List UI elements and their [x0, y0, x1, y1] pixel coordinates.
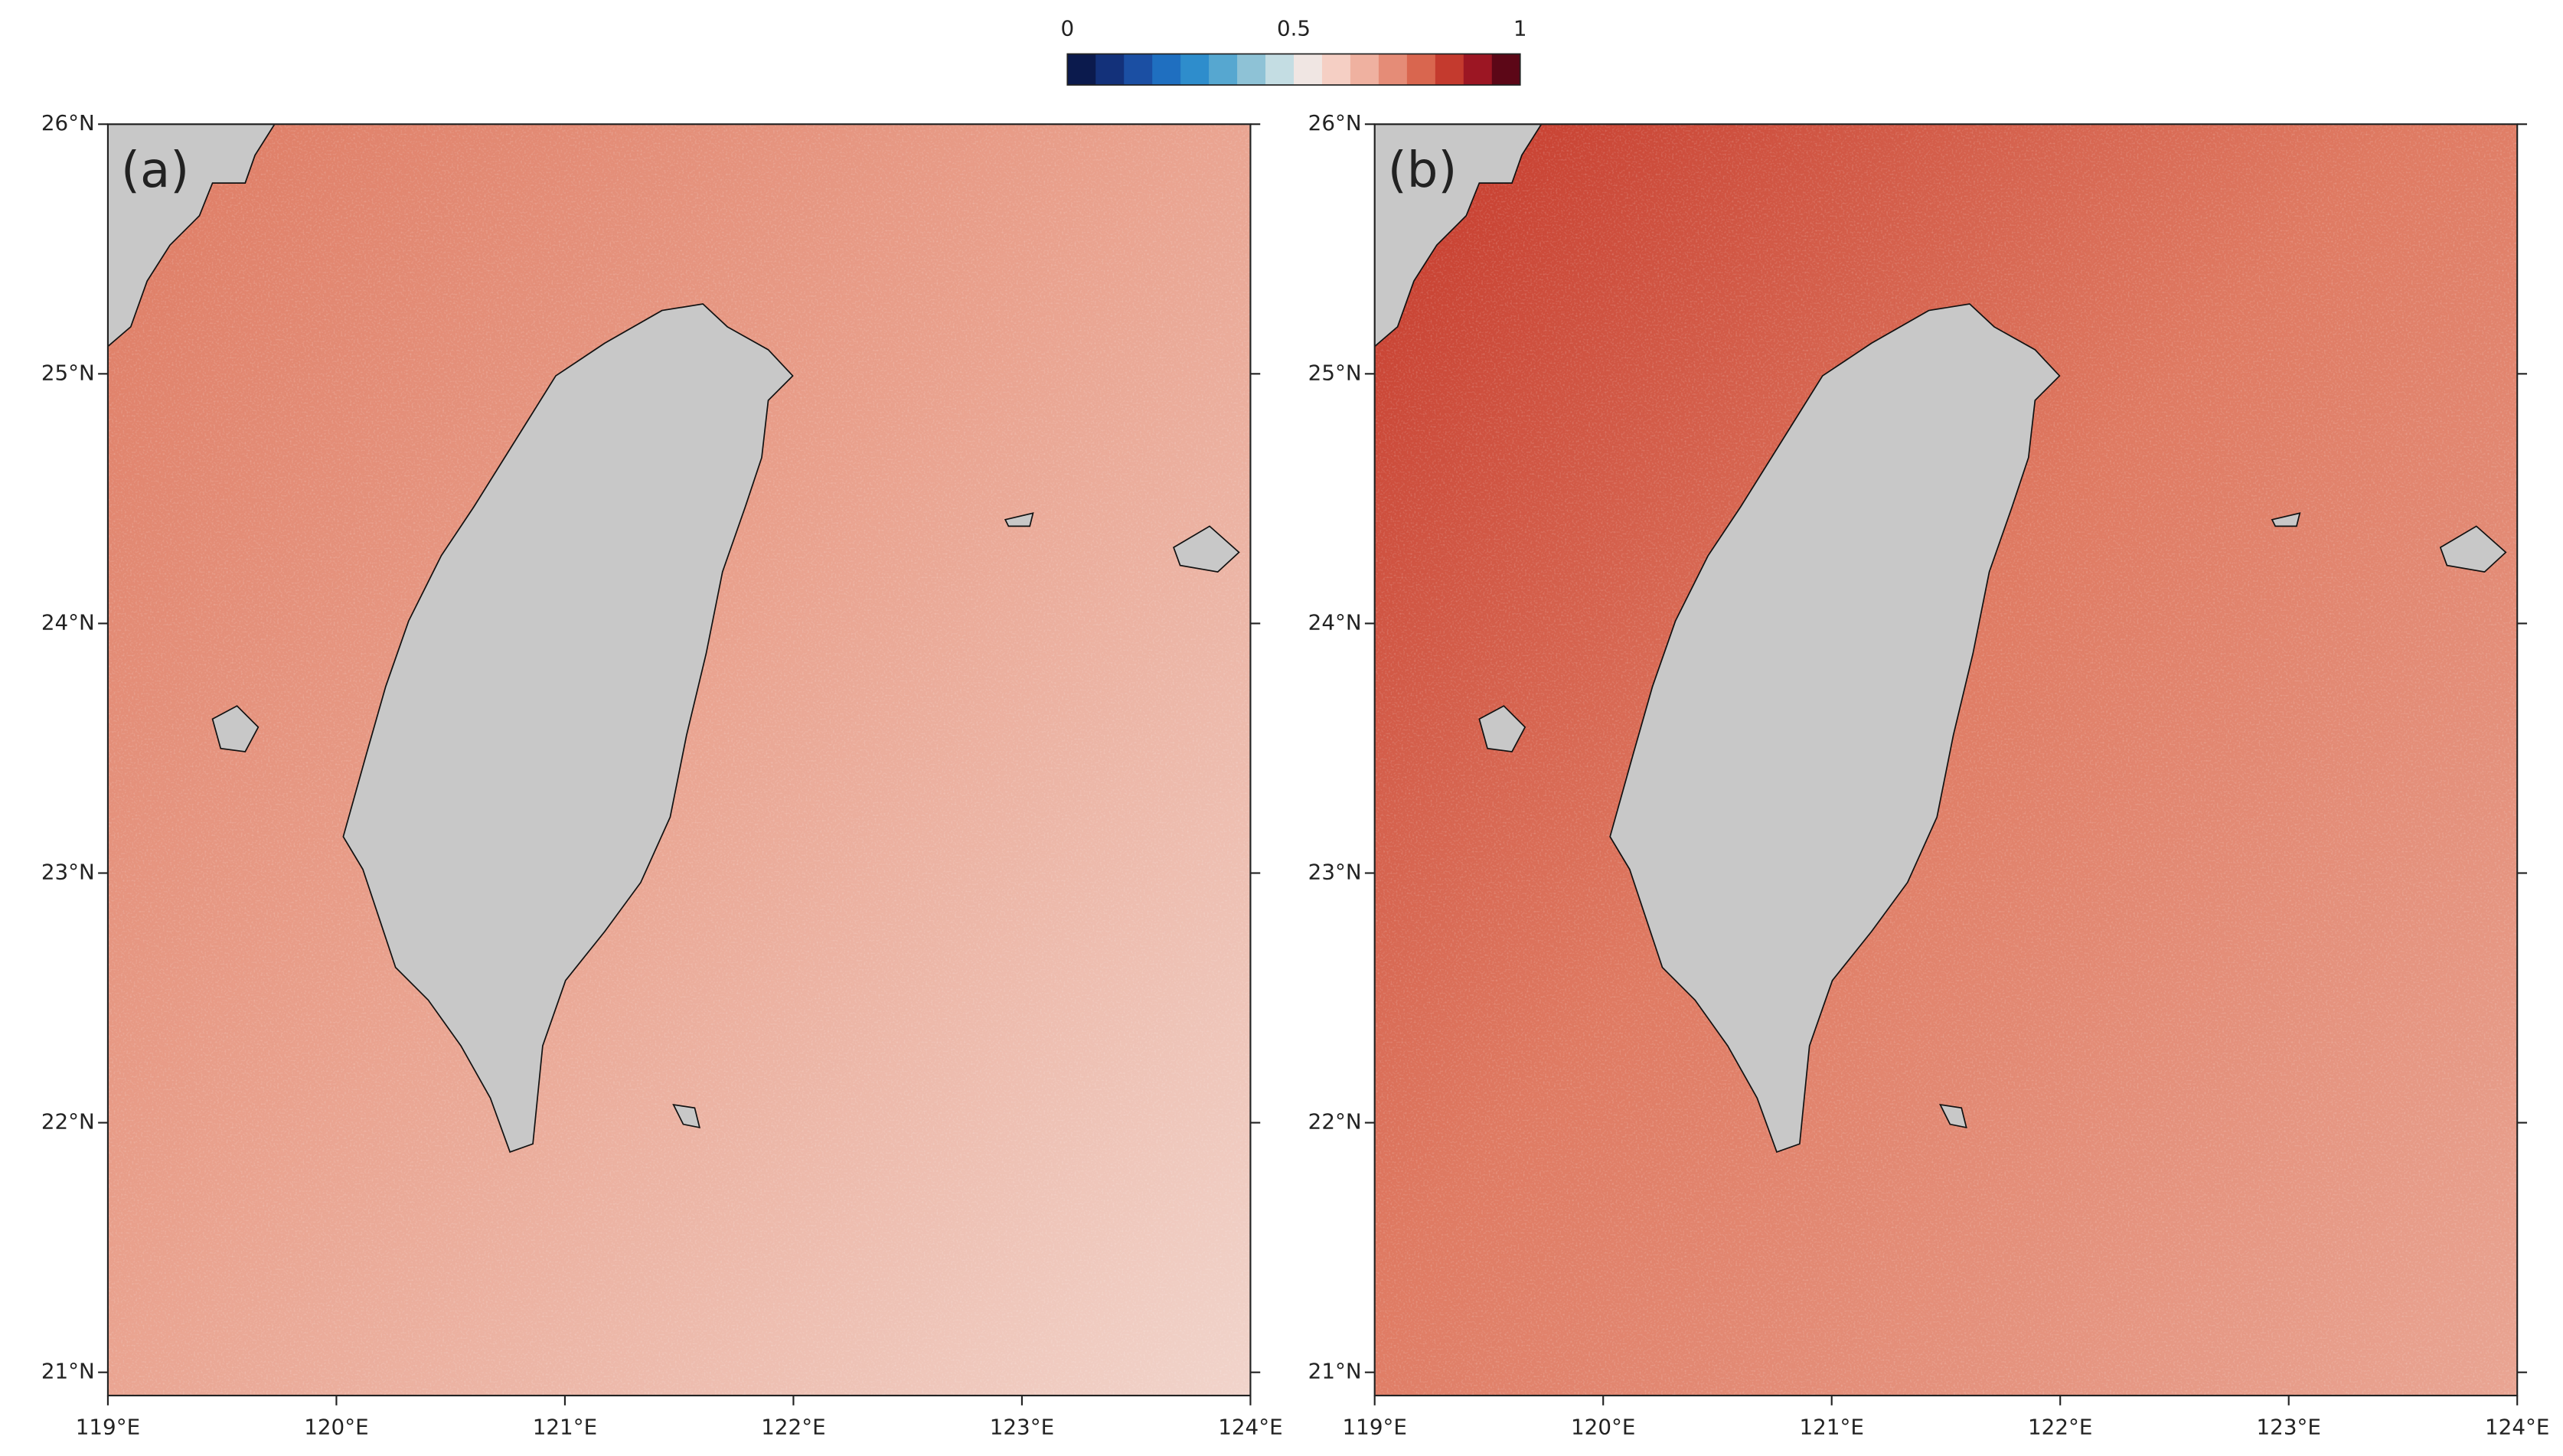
panel-frame [1373, 123, 2519, 1397]
colorbar-swatch [1378, 54, 1408, 86]
lon-tick-label: 122°E [2028, 1415, 2092, 1440]
colorbar-tick-label: 0.5 [1277, 15, 1311, 41]
colorbar-swatch [1095, 54, 1125, 86]
colorbar-swatch [1321, 54, 1351, 86]
lon-tick-label: 121°E [1800, 1415, 1864, 1440]
islet [1173, 525, 1240, 573]
islet [672, 1103, 701, 1129]
lon-tick-label: 120°E [1571, 1415, 1635, 1440]
colorbar-swatch [1152, 54, 1181, 86]
mainland [107, 124, 276, 348]
lat-tick-label: 21°N [41, 1359, 95, 1384]
colorbar-swatch [1237, 54, 1266, 86]
lon-tick-label: 124°E [1218, 1415, 1282, 1440]
island [1609, 303, 2061, 1154]
lat-tick-label: 26°N [1308, 110, 1362, 135]
colorbar-swatch [1435, 54, 1464, 86]
lon-tick-label: 119°E [1343, 1415, 1407, 1440]
colorbar-frame [1066, 53, 1521, 86]
colorbar-swatch [1491, 54, 1521, 86]
islet [211, 705, 260, 752]
mainland [1374, 124, 1543, 348]
map-panel [107, 124, 1251, 1396]
lat-tick-label: 23°N [1308, 860, 1362, 885]
lon-tick-label: 124°E [2485, 1415, 2549, 1440]
islet [2439, 525, 2507, 573]
colorbar-tick-label: 0 [1060, 15, 1074, 41]
colorbar-swatch [1463, 54, 1493, 86]
lat-tick-label: 26°N [41, 110, 95, 135]
islet [1004, 512, 1034, 527]
lat-tick-label: 25°N [1308, 360, 1362, 385]
lon-tick-label: 122°E [761, 1415, 825, 1440]
lat-tick-label: 23°N [41, 860, 95, 885]
lat-tick-label: 24°N [1308, 609, 1362, 635]
colorbar-swatch [1406, 54, 1436, 86]
panel-frame [106, 123, 1252, 1397]
island [342, 303, 794, 1154]
islet [1938, 1103, 1967, 1129]
colorbar-swatch [1209, 54, 1238, 86]
lon-tick-label: 123°E [2257, 1415, 2321, 1440]
colorbar-swatch [1350, 54, 1379, 86]
lon-tick-label: 119°E [76, 1415, 140, 1440]
lon-tick-label: 123°E [990, 1415, 1054, 1440]
lon-tick-label: 121°E [533, 1415, 597, 1440]
colorbar-tick-label: 1 [1513, 15, 1527, 41]
lon-tick-label: 120°E [304, 1415, 368, 1440]
lat-tick-label: 22°N [41, 1109, 95, 1134]
map-panel [1374, 124, 2518, 1396]
colorbar-swatch [1265, 54, 1295, 86]
lat-tick-label: 25°N [41, 360, 95, 385]
colorbar-swatch [1180, 54, 1210, 86]
islet [1478, 705, 1526, 752]
lat-tick-label: 24°N [41, 609, 95, 635]
colorbar-swatch [1124, 54, 1153, 86]
colorbar-swatch [1067, 54, 1096, 86]
panel-label: (a) [121, 142, 189, 199]
colorbar-swatch [1294, 54, 1323, 86]
panel-label: (b) [1388, 142, 1458, 199]
lat-tick-label: 21°N [1308, 1359, 1362, 1384]
lat-tick-label: 22°N [1308, 1109, 1362, 1134]
islet [2271, 512, 2301, 527]
